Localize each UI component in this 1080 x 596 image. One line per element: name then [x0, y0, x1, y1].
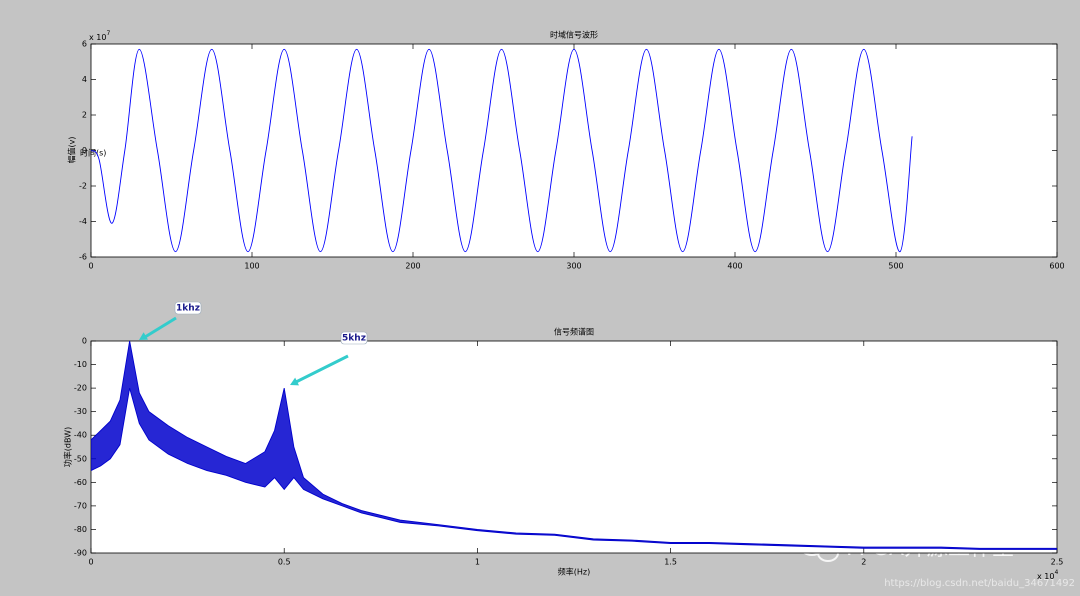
chart-title: 信号频谱图 — [554, 327, 594, 337]
x-tick-label: 300 — [566, 262, 581, 271]
y-tick-label: -10 — [74, 360, 87, 369]
annotation-arrow — [144, 316, 177, 339]
x-tick-label: 1 — [475, 558, 480, 567]
annotation-arrowhead — [290, 377, 299, 386]
y-tick-label: 2 — [82, 111, 87, 120]
data-line — [90, 48, 913, 253]
y-multiplier-exponent: 7 — [106, 30, 110, 37]
y-axis-label: 幅值(v) — [67, 137, 77, 164]
watermark-url: https://blog.csdn.net/baidu_34671492 — [884, 578, 1075, 589]
x-tick-label: 500 — [888, 262, 903, 271]
y-tick-label: -20 — [74, 384, 87, 393]
y-tick-label: -90 — [74, 549, 87, 558]
y-axis-label: 功率(dBW) — [63, 427, 73, 467]
y-tick-label: 0 — [82, 146, 87, 155]
y-tick-label: -6 — [79, 253, 87, 262]
x-tick-label: 100 — [244, 262, 259, 271]
data-line — [90, 387, 1057, 550]
annotation-label: 5khz — [342, 334, 366, 344]
x-multiplier: x 104 — [1037, 569, 1058, 581]
x-multiplier-base: x 10 — [1037, 572, 1054, 581]
annotation-arrow — [295, 354, 349, 384]
y-tick-label: -80 — [74, 525, 87, 534]
y-tick-label: 4 — [82, 75, 87, 84]
x-tick-label: 200 — [405, 262, 420, 271]
plot-area — [90, 43, 1058, 258]
x-multiplier-exponent: 4 — [1054, 569, 1058, 576]
y-tick-label: -4 — [79, 217, 87, 226]
chart-title: 时域信号波形 — [550, 30, 598, 40]
annotation-arrowhead — [139, 332, 148, 340]
y-tick-label: 6 — [82, 40, 87, 49]
x-tick-label: 0.5 — [278, 558, 291, 567]
y-tick-label: -40 — [74, 431, 87, 440]
annotation-label: 1khz — [176, 304, 200, 314]
x-axis-label: 时间(s) — [80, 148, 106, 158]
plot-area — [90, 340, 1058, 554]
annotation-box — [174, 301, 202, 315]
y-multiplier: x 107 — [89, 30, 110, 42]
data-line — [90, 340, 1057, 549]
y-tick-label: -60 — [74, 478, 87, 487]
x-tick-label: 600 — [1049, 262, 1064, 271]
y-tick-label: -30 — [74, 407, 87, 416]
y-tick-label: -50 — [74, 454, 87, 463]
x-tick-label: 400 — [727, 262, 742, 271]
y-tick-label: -70 — [74, 501, 87, 510]
x-tick-label: 2.5 — [1051, 558, 1064, 567]
y-multiplier-base: x 10 — [89, 33, 106, 42]
band-area — [91, 341, 1057, 550]
y-tick-label: -2 — [79, 182, 87, 191]
x-tick-label: 0 — [88, 558, 93, 567]
x-tick-label: 2 — [861, 558, 866, 567]
annotation-box — [340, 331, 368, 345]
x-axis-label: 频率(Hz) — [558, 567, 590, 577]
x-tick-label: 1.5 — [664, 558, 677, 567]
y-tick-label: 0 — [82, 337, 87, 346]
x-tick-label: 0 — [88, 262, 93, 271]
